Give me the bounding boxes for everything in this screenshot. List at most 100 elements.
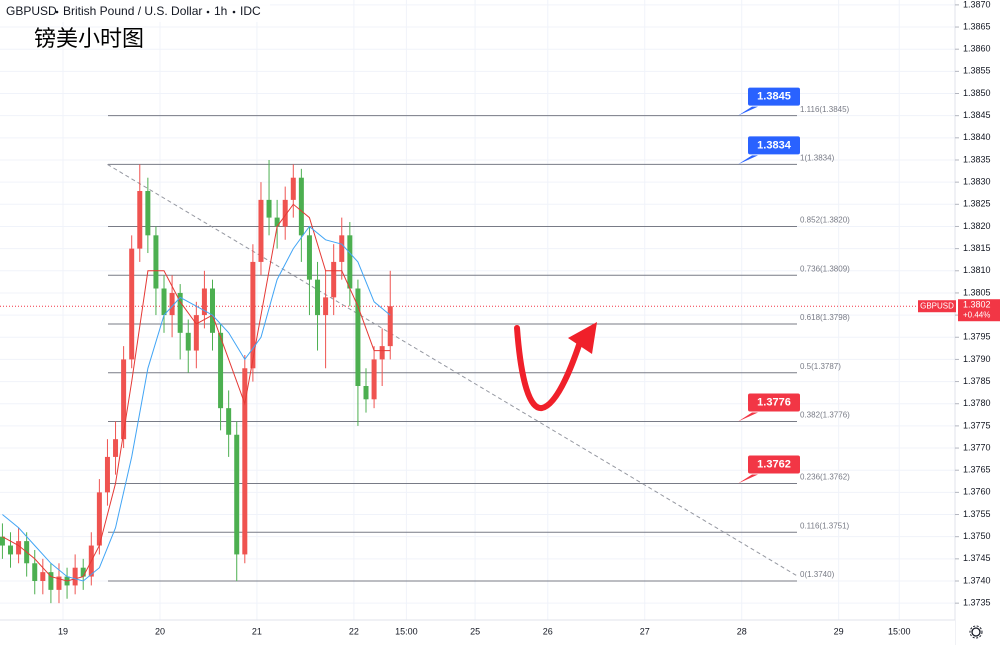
candle-body <box>315 279 321 316</box>
fib-label: 0.116(1.3751) <box>800 521 850 530</box>
fib-label: 0.236(1.3762) <box>800 473 850 482</box>
candle-body <box>0 536 5 546</box>
y-tick-label: 1.3835 <box>963 154 991 164</box>
callout-label: 1.3834 <box>757 139 792 151</box>
time-axis <box>0 620 955 645</box>
y-tick-label: 1.3870 <box>963 0 991 9</box>
callout-pointer <box>738 106 758 116</box>
candle-body <box>56 576 62 590</box>
header-bg <box>0 0 270 22</box>
candle-body <box>218 332 224 409</box>
candle-body <box>32 563 38 582</box>
candle-body <box>185 332 191 351</box>
candle-body <box>298 177 304 236</box>
candle-body <box>129 248 135 360</box>
candle-body <box>250 261 256 369</box>
fib-label: 0(1.3740) <box>800 570 835 579</box>
y-tick-label: 1.3770 <box>963 442 991 452</box>
candle-body <box>209 288 215 333</box>
callout-box <box>748 87 800 106</box>
x-tick-label: 22 <box>349 626 359 636</box>
moving-average <box>2 225 391 582</box>
interval: 1h <box>214 4 227 18</box>
last-price-badge <box>958 299 1000 322</box>
callout-label: 1.3845 <box>757 91 791 103</box>
y-tick-label: 1.3780 <box>963 398 991 408</box>
candle-body <box>153 235 159 289</box>
callout-label: 1.3762 <box>757 458 791 470</box>
x-tick-label: 29 <box>834 626 844 636</box>
x-tick-label: 15:00 <box>888 626 911 636</box>
candle-body <box>387 306 393 347</box>
candle-body <box>306 235 312 280</box>
symbol-badge <box>918 300 956 313</box>
y-tick-label: 1.3840 <box>963 132 991 142</box>
candle-body <box>169 292 175 316</box>
y-tick-label: 1.3790 <box>963 354 991 364</box>
candle-body <box>234 434 240 555</box>
fib-label: 1.116(1.3845) <box>800 105 850 114</box>
y-tick-label: 1.3760 <box>963 487 991 497</box>
y-tick-label: 1.3845 <box>963 110 991 120</box>
y-tick-label: 1.3820 <box>963 221 991 231</box>
description: British Pound / U.S. Dollar <box>63 4 202 18</box>
y-tick-label: 1.3815 <box>963 243 991 253</box>
candle-body <box>339 235 345 262</box>
y-tick-label: 1.3825 <box>963 199 991 209</box>
candle-body <box>48 572 54 590</box>
forecast-arrow <box>514 325 583 411</box>
candle-body <box>266 199 272 218</box>
candle-body <box>113 439 119 457</box>
candle-body <box>242 368 248 555</box>
callout-box <box>748 393 800 412</box>
fib-levels: 1.116(1.3845) 1(1.3834) 0.852(1.3820) 0.736… <box>0 105 955 582</box>
last-change-label: +0.44% <box>963 310 990 319</box>
y-tick-label: 1.3810 <box>963 265 991 275</box>
separator <box>206 10 210 14</box>
callout-pointer <box>738 412 758 422</box>
candle-body <box>258 199 264 262</box>
candle-body <box>145 191 151 236</box>
x-tick-label: 27 <box>640 626 650 636</box>
settings-icon[interactable] <box>969 625 983 639</box>
candle-body <box>201 288 207 316</box>
y-tick-label: 1.3750 <box>963 531 991 541</box>
overlays: 1.3845 1.3834 1.3776 1.3762 <box>738 87 800 484</box>
candle-body <box>96 492 102 546</box>
fib-label: 0.852(1.3820) <box>800 216 850 225</box>
y-tick-label: 1.3805 <box>963 287 991 297</box>
y-tick-label: 1.3775 <box>963 420 991 430</box>
y-tick-label: 1.3850 <box>963 88 991 98</box>
fib-label: 0.5(1.3787) <box>800 362 841 371</box>
y-tick-label: 1.3795 <box>963 332 991 342</box>
fib-label: 0.382(1.3776) <box>800 411 850 420</box>
y-tick-label: 1.3765 <box>963 465 991 475</box>
candle-body <box>72 567 78 586</box>
candle-body <box>282 199 288 227</box>
moving-average <box>2 203 391 582</box>
chart-title: 镑美小时图 <box>34 26 144 51</box>
candle-body <box>226 408 232 435</box>
axes: 1.3735 1.3740 1.3745 1.3750 1.3755 1.3760 1.37… <box>58 0 1000 636</box>
candle-body <box>371 359 377 400</box>
x-tick-label: 19 <box>58 626 68 636</box>
callout-pointer <box>738 474 758 484</box>
y-tick-label: 1.3855 <box>963 66 991 76</box>
y-tick-label: 1.3745 <box>963 553 991 563</box>
candle-body <box>40 572 46 582</box>
symbol-badge-label: GBPUSD <box>920 301 954 310</box>
x-tick-label: 26 <box>543 626 553 636</box>
candle-body <box>274 217 280 227</box>
y-tick-label: 1.3735 <box>963 598 991 608</box>
candle-body <box>16 541 22 555</box>
candle-body <box>355 288 361 387</box>
candle-body <box>177 292 183 333</box>
y-tick-label: 1.3740 <box>963 575 991 585</box>
candle-body <box>80 567 86 577</box>
last-price-label: 1.3802 <box>963 300 991 310</box>
candle-body <box>331 261 337 298</box>
callout-pointer <box>738 155 758 165</box>
candle-body <box>379 346 385 360</box>
candle-body <box>161 288 167 316</box>
